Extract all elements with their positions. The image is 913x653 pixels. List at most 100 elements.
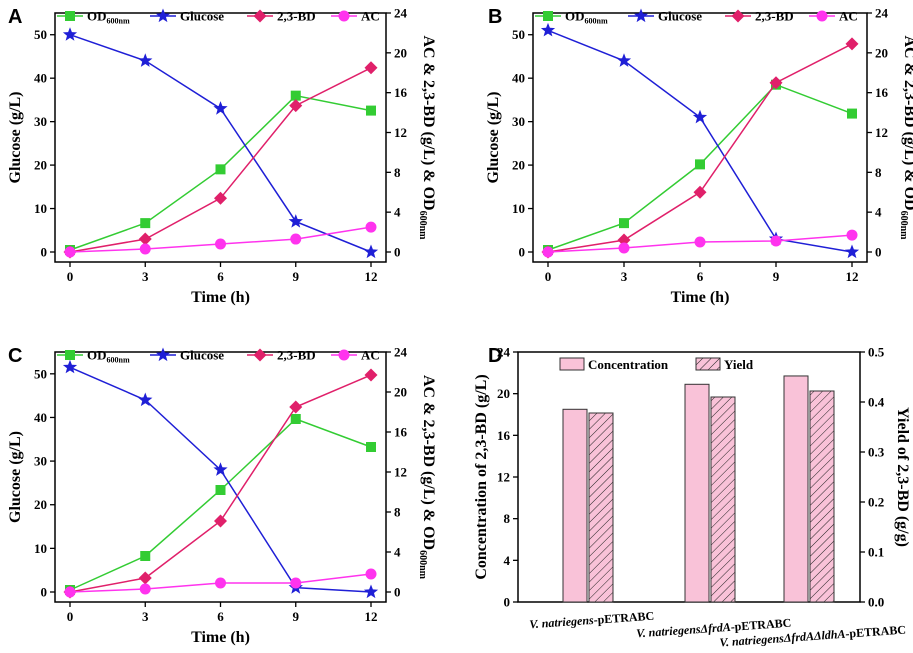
y-left-tick-label: 24 xyxy=(497,345,511,360)
category-label: V. natriegens-pETRABC xyxy=(529,609,655,632)
data-point-glucose xyxy=(363,244,379,259)
data-point-ac xyxy=(542,246,554,258)
y-right-tick-label: 20 xyxy=(875,45,888,60)
data-point-od xyxy=(366,105,376,116)
legend-label-main: OD xyxy=(87,348,107,363)
data-point-glucose xyxy=(138,392,153,407)
data-point-ac xyxy=(846,229,858,241)
data-point-glucose xyxy=(540,22,556,37)
x-tick-label: 12 xyxy=(365,609,378,624)
y-right-axis-label: AC & 2,3-BD (g/L) & OD600nm xyxy=(417,36,437,241)
y-left-tick-label: 0 xyxy=(41,585,48,600)
legend-label-main: AC xyxy=(361,348,380,363)
legend-marker xyxy=(155,347,171,362)
data-point-od xyxy=(290,414,301,424)
y-right-tick-label: 0 xyxy=(875,245,882,260)
x-tick-label: 6 xyxy=(217,269,224,284)
panel-c: C 0 3 6 9 12 0 10 20 30 40 50 0 4 8 12 16 20 24 Time (h) Glu… xyxy=(7,345,437,647)
bar-concentration xyxy=(783,375,809,603)
y-left-tick-label: 40 xyxy=(34,410,47,425)
data-point-ac xyxy=(618,242,630,254)
legend-label: OD600nm xyxy=(565,9,608,26)
legend-marker xyxy=(155,8,171,23)
data-point-ac xyxy=(365,221,377,233)
category-label-plain: -pETRABC xyxy=(730,616,792,634)
data-point-glucose xyxy=(62,359,78,374)
data-point-od xyxy=(619,218,629,229)
legend-label-main: OD xyxy=(565,9,585,24)
data-point-od xyxy=(290,90,301,101)
legend-label-sub: 600nm xyxy=(107,17,130,26)
y-right-tick-label: 20 xyxy=(394,45,407,60)
x-tick-label: 9 xyxy=(293,609,300,624)
y-right-axis-label-main: AC & 2,3-BD (g/L) & OD xyxy=(420,36,437,211)
y-right-tick-label: 0 xyxy=(394,585,401,600)
x-tick-label: 0 xyxy=(67,269,74,284)
y-left-tick-label: 30 xyxy=(34,114,47,129)
y-left-tick-label: 50 xyxy=(512,27,525,42)
data-point-glucose xyxy=(138,53,153,67)
data-point-glucose xyxy=(844,244,860,259)
y-right-tick-label: 8 xyxy=(394,165,401,180)
y-left-tick-label: 30 xyxy=(512,114,525,129)
data-point-2-3-bd xyxy=(845,37,859,51)
data-point-ac xyxy=(215,577,226,589)
y-right-tick-label: 24 xyxy=(394,345,408,360)
series-line-glucose xyxy=(547,29,853,253)
data-point-2-3-bd xyxy=(214,514,227,528)
data-point-glucose xyxy=(363,584,379,599)
data-point-ac xyxy=(290,233,302,245)
legend-marker xyxy=(253,9,267,23)
bar-yield xyxy=(809,390,835,603)
legend-label-sub: 600nm xyxy=(585,17,608,26)
x-tick-label: 12 xyxy=(365,269,378,284)
legend-marker xyxy=(633,8,649,23)
y-right-tick-label: 20 xyxy=(394,385,407,400)
x-axis-label: Time (h) xyxy=(191,289,250,306)
data-point-glucose xyxy=(692,109,708,124)
legend-marker xyxy=(816,10,828,22)
series-line-2-3-bd xyxy=(547,43,853,253)
y-right-tick-label: 16 xyxy=(394,85,408,100)
y-left-tick-label: 30 xyxy=(34,454,47,469)
y-right-tick-label: 0.3 xyxy=(868,445,885,460)
y-right-tick-label: 16 xyxy=(394,425,408,440)
bar-yield xyxy=(588,412,614,603)
data-point-ac xyxy=(694,236,706,248)
y-left-tick-label: 50 xyxy=(34,27,47,42)
y-left-tick-label: 16 xyxy=(497,428,511,443)
legend-label: OD600nm xyxy=(87,9,130,26)
legend-swatch-yield xyxy=(695,357,721,371)
legend-label-main: 2,3-BD xyxy=(277,9,316,24)
y-right-axis-label: AC & 2,3-BD (g/L) & OD600nm xyxy=(417,375,437,580)
data-point-od xyxy=(215,485,226,495)
series-line-2-3-bd xyxy=(69,374,372,593)
y-right-axis-label-sub: 600nm xyxy=(417,211,428,241)
y-right-tick-label: 0.5 xyxy=(868,345,885,360)
data-point-ac xyxy=(215,238,226,250)
y-right-tick-label: 8 xyxy=(875,165,882,180)
y-right-tick-label: 4 xyxy=(394,205,401,220)
legend-label: Glucose xyxy=(180,348,224,363)
data-point-ac xyxy=(64,246,76,258)
y-right-tick-label: 8 xyxy=(394,505,401,520)
y-right-axis-label: Yield of 2,3-BD (g/g) xyxy=(894,407,911,547)
legend-label: Yield xyxy=(724,357,754,372)
data-point-od xyxy=(215,164,226,175)
data-point-2-3-bd xyxy=(214,191,227,205)
y-left-axis-label: Glucose (g/L) xyxy=(7,431,24,523)
data-point-ac xyxy=(64,586,76,598)
legend-label: 2,3-BD xyxy=(277,9,316,24)
bar-yield xyxy=(710,396,736,603)
legend-label: AC xyxy=(839,9,858,24)
y-right-tick-label: 0.0 xyxy=(868,595,884,610)
bar-concentration xyxy=(562,408,588,603)
data-point-2-3-bd xyxy=(289,99,303,113)
legend-label-main: Glucose xyxy=(658,9,702,24)
category-label-italic: V. natriegens xyxy=(529,613,595,631)
legend-marker xyxy=(65,11,75,21)
category-label-plain: -pETRABC xyxy=(845,623,907,641)
x-tick-label: 3 xyxy=(621,269,628,284)
y-left-tick-label: 0 xyxy=(504,595,511,610)
data-point-2-3-bd xyxy=(364,61,378,75)
